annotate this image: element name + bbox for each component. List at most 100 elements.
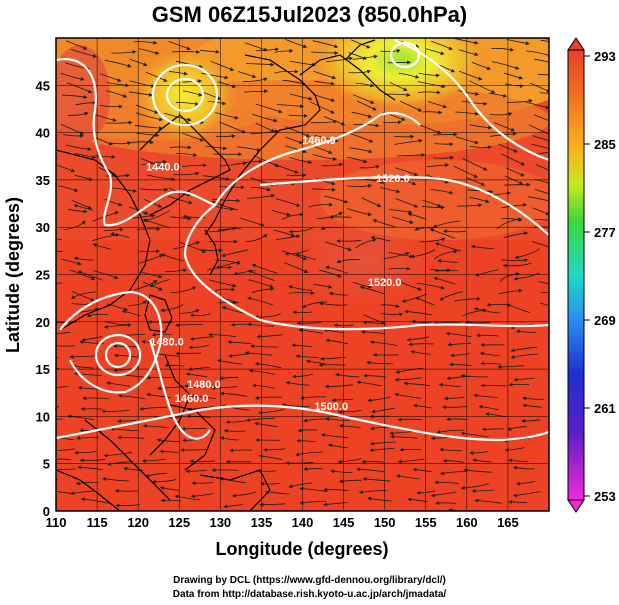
streamline — [296, 321, 322, 326]
streamline — [491, 47, 515, 52]
streamline — [422, 199, 442, 208]
streamline — [284, 262, 309, 273]
streamline — [461, 100, 488, 106]
streamline — [178, 309, 200, 314]
streamline — [536, 151, 549, 155]
streamline — [104, 198, 123, 207]
streamline — [396, 474, 420, 480]
streamline — [156, 438, 181, 443]
streamline — [103, 451, 132, 458]
streamline — [73, 203, 94, 211]
streamline — [242, 77, 268, 83]
streamline — [56, 331, 71, 335]
streamline — [529, 124, 549, 135]
streamline — [534, 189, 549, 195]
streamline — [56, 448, 75, 451]
streamline — [455, 111, 479, 116]
streamline — [389, 81, 408, 91]
streamline — [370, 235, 391, 242]
streamline — [101, 409, 130, 414]
streamline — [141, 340, 166, 345]
streamline — [200, 49, 220, 54]
colorbar-top-arrow — [567, 37, 585, 51]
x-tick-label: 165 — [497, 515, 519, 530]
streamline — [348, 70, 372, 74]
streamline — [70, 490, 94, 496]
streamline — [65, 40, 88, 50]
streamline — [105, 173, 130, 178]
streamline — [534, 226, 549, 229]
streamline — [408, 342, 434, 347]
streamline — [114, 488, 138, 493]
streamline — [504, 447, 525, 452]
x-axis-label: Longitude (degrees) — [215, 539, 388, 559]
streamline — [180, 448, 209, 453]
streamline — [147, 174, 176, 182]
streamline — [312, 187, 336, 192]
streamline — [367, 496, 392, 502]
streamline — [229, 448, 252, 453]
streamline — [328, 291, 349, 296]
streamline — [333, 323, 354, 328]
streamline — [141, 458, 166, 463]
streamline — [352, 281, 372, 289]
streamline — [410, 249, 436, 259]
streamline — [491, 61, 520, 70]
streamline — [179, 242, 207, 253]
streamline — [460, 431, 489, 438]
streamline — [63, 134, 85, 139]
streamline — [359, 285, 385, 295]
streamline — [422, 110, 443, 115]
streamline — [56, 343, 76, 348]
streamline — [164, 268, 188, 273]
streamline — [65, 144, 92, 152]
y-tick-label: 10 — [36, 409, 50, 424]
y-tick-label: 15 — [36, 362, 50, 377]
streamline — [94, 154, 116, 159]
streamline — [60, 72, 85, 81]
y-tick-label: 30 — [36, 220, 50, 235]
streamline — [318, 301, 348, 306]
streamline — [288, 290, 315, 295]
streamline — [138, 254, 164, 264]
streamline — [433, 276, 456, 285]
streamline — [395, 198, 419, 208]
streamline — [117, 393, 146, 399]
streamline — [99, 104, 123, 109]
streamline — [540, 39, 549, 42]
streamline — [325, 265, 348, 274]
streamline — [273, 229, 296, 237]
streamline — [142, 271, 163, 279]
streamline — [443, 396, 465, 401]
streamline — [448, 508, 464, 511]
streamline — [303, 466, 324, 471]
streamline — [438, 382, 461, 387]
streamline — [285, 126, 311, 138]
streamline — [338, 423, 361, 428]
streamline — [410, 350, 431, 355]
x-axis-ticks: 110 115 120 125 130 135 140 145 150 155 160 165 — [46, 515, 519, 530]
plot-frame — [55, 37, 550, 512]
streamline — [360, 165, 380, 169]
streamline — [60, 124, 85, 135]
streamline — [110, 426, 139, 431]
streamline — [129, 80, 156, 88]
streamline — [481, 427, 504, 432]
streamline — [528, 196, 549, 203]
streamline — [431, 40, 453, 51]
streamline — [338, 479, 362, 484]
streamline — [496, 217, 522, 230]
colorbar-tick-label: 285 — [594, 137, 616, 152]
streamline — [323, 487, 349, 492]
streamline — [168, 195, 193, 205]
streamline — [201, 72, 229, 80]
streamline — [309, 101, 335, 114]
streamline — [271, 209, 291, 217]
streamline — [466, 177, 486, 186]
streamline — [56, 367, 60, 369]
streamline — [403, 381, 430, 386]
streamline — [191, 481, 213, 486]
streamline — [259, 502, 286, 507]
streamline — [69, 512, 94, 514]
streamline — [349, 147, 373, 154]
